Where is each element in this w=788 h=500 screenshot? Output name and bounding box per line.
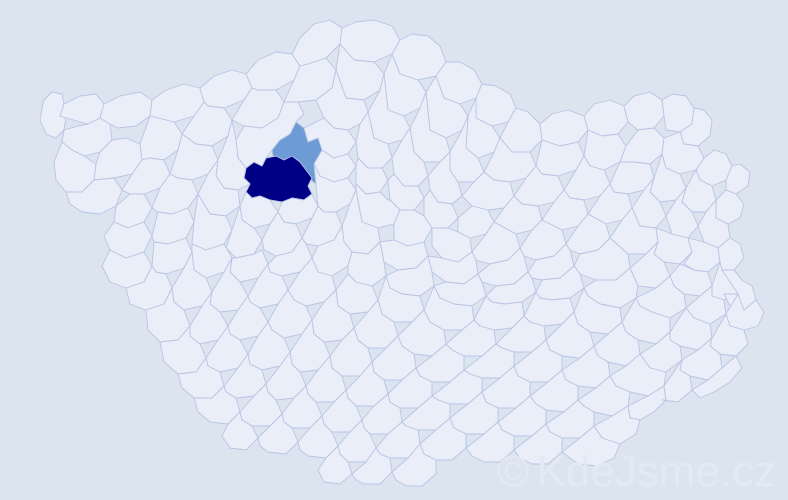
district-layer [39, 19, 765, 487]
district[interactable] [587, 183, 633, 225]
copyright-icon: © [497, 447, 530, 496]
watermark: © KdeJsme.cz [497, 447, 785, 497]
district[interactable] [691, 355, 743, 399]
district[interactable] [291, 19, 343, 67]
district[interactable] [715, 189, 745, 225]
district[interactable] [725, 163, 751, 195]
district[interactable] [193, 385, 241, 425]
district[interactable] [493, 195, 543, 235]
district[interactable] [629, 241, 671, 289]
district[interactable] [39, 91, 67, 139]
district[interactable] [65, 177, 123, 215]
district[interactable] [541, 189, 589, 231]
district[interactable] [99, 91, 153, 129]
district[interactable] [623, 91, 665, 131]
district[interactable] [661, 359, 693, 403]
district[interactable] [427, 251, 479, 285]
district[interactable] [261, 211, 303, 257]
district[interactable] [125, 265, 173, 311]
district[interactable] [177, 357, 225, 399]
district[interactable] [297, 415, 339, 459]
district[interactable] [283, 57, 337, 103]
district[interactable] [145, 287, 191, 343]
district[interactable] [527, 243, 575, 281]
district[interactable] [513, 423, 563, 465]
district[interactable] [539, 109, 589, 147]
district[interactable] [151, 207, 195, 245]
district[interactable] [301, 205, 343, 247]
district[interactable] [573, 237, 631, 281]
district[interactable] [583, 99, 629, 137]
district[interactable] [351, 447, 393, 485]
district[interactable] [477, 247, 529, 287]
district[interactable] [465, 421, 515, 463]
district[interactable] [619, 127, 665, 165]
district[interactable] [113, 193, 153, 229]
district[interactable] [257, 413, 299, 455]
district[interactable] [561, 425, 621, 467]
district[interactable] [391, 443, 437, 487]
watermark-text: KdeJsme.cz [536, 447, 777, 496]
district[interactable] [139, 115, 183, 161]
district[interactable] [159, 325, 207, 375]
